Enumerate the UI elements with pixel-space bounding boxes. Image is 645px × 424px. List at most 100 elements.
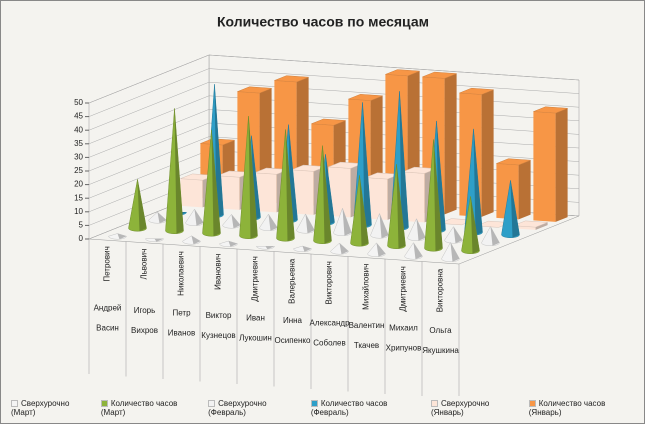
cone-shade [379, 213, 389, 239]
y-tick-label: 25 [74, 166, 83, 175]
box-top [513, 220, 548, 228]
legend-swatch [430, 400, 438, 408]
box-front [217, 175, 240, 210]
box-top [348, 94, 383, 101]
cone-shade [399, 91, 409, 231]
category-name: Александр [309, 318, 350, 327]
y-tick-label: 50 [74, 98, 83, 107]
cone-shade [416, 218, 426, 241]
legend-swatch [100, 400, 108, 408]
cone-shade [194, 209, 204, 226]
legend: Сверхурочно (Март) Количество часов (Март… [11, 399, 636, 417]
category-surname: Хрипунов [386, 343, 422, 352]
cone [501, 180, 520, 238]
legend-label: Сверхурочно (Февраль) [208, 399, 267, 417]
category-surname: Осипенко [275, 336, 311, 345]
cone-shade [473, 128, 483, 236]
cone [185, 208, 204, 226]
cone [128, 179, 147, 232]
category-name: Инна [283, 316, 303, 325]
box-side [481, 89, 494, 217]
category-surname: Лукошин [239, 333, 272, 342]
category-patronymic: Дмитриевич [251, 256, 260, 301]
category-surname: Васин [96, 323, 119, 332]
cone-shade [137, 179, 147, 232]
box-top [274, 75, 309, 83]
category-patronymic: Иванович [214, 254, 223, 290]
cone-shade [413, 242, 423, 260]
cone-shade [453, 226, 463, 244]
box-front [180, 178, 203, 208]
cone [108, 233, 127, 240]
box [533, 106, 568, 222]
box-top [422, 71, 457, 79]
box-front [513, 225, 536, 230]
box-side [518, 160, 531, 220]
cone-shade [342, 208, 352, 236]
box-top [459, 87, 494, 95]
category-surname: Вихров [131, 326, 158, 335]
box-front [365, 177, 388, 220]
cone-shade [211, 129, 221, 237]
cone [313, 145, 332, 244]
legend-swatch [11, 400, 18, 408]
box-top [311, 118, 346, 126]
cone [444, 226, 463, 244]
legend-item: Количество часов (Февраль) [310, 399, 423, 417]
cone-shade [396, 164, 406, 249]
cone-shade [214, 84, 224, 218]
category-name: Игорь [134, 306, 156, 315]
category-surname: Кузнецов [201, 331, 235, 340]
legend-swatch [310, 400, 318, 408]
cone-shade [433, 139, 443, 252]
cone [219, 240, 238, 247]
y-tick-label: 0 [79, 234, 84, 243]
chart: Количество часов по месяцам 0 5 10 15 20 25 30… [74, 14, 580, 399]
cone-shade [362, 102, 372, 228]
cone-shade [510, 180, 520, 238]
cone [276, 129, 295, 242]
y-tick-label: 30 [74, 153, 83, 162]
cone-shade [490, 226, 500, 246]
cone-shade [322, 145, 332, 244]
y-tick-label: 10 [74, 207, 83, 216]
cone [441, 241, 460, 262]
cone-shade [302, 246, 312, 252]
box-side [444, 73, 457, 215]
box-top [237, 86, 272, 94]
box-front [533, 111, 556, 222]
category-patronymic: Викторович [325, 261, 334, 304]
cone [387, 164, 406, 249]
category-surname: Ткачев [354, 341, 379, 350]
cone [333, 207, 352, 236]
category-name: Ольга [429, 326, 452, 335]
cone-shade [265, 246, 275, 250]
cone-shade [285, 129, 295, 242]
legend-item: Сверхурочно (Февраль) [208, 399, 303, 417]
cone [296, 213, 315, 234]
box-front [402, 171, 425, 223]
category-name: Михаил [389, 323, 418, 332]
cone [424, 139, 443, 252]
legend-label: Сверхурочно (Январь) [430, 399, 490, 417]
cone-shade [231, 214, 241, 229]
cone [293, 245, 312, 252]
category-surname: Якушкина [422, 346, 459, 355]
y-tick-label: 45 [74, 112, 83, 121]
legend-item: Сверхурочно (Январь) [430, 399, 521, 417]
cone-shade [174, 108, 184, 234]
category-patronymic: Львович [140, 249, 149, 280]
box [513, 220, 548, 230]
cone-shade [359, 175, 369, 247]
y-tick-label: 40 [74, 125, 83, 134]
grid-line [88, 54, 580, 104]
y-tick-label: 20 [74, 180, 83, 189]
y-tick-label: 5 [79, 221, 84, 230]
legend-label: Количество часов (Февраль) [310, 399, 388, 417]
cone [165, 108, 184, 234]
cone-shade [248, 116, 258, 239]
cone-shade [339, 243, 349, 255]
cone-shade [305, 213, 315, 234]
cone [461, 196, 480, 254]
category-patronymic: Михайлович [362, 264, 371, 310]
